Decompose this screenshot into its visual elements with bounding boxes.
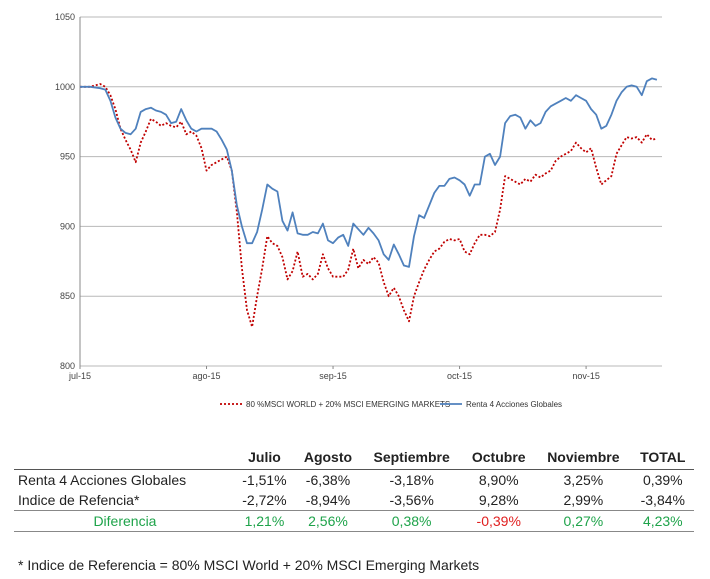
y-tick-label: 900 [60,221,75,231]
y-tick-label: 800 [60,361,75,371]
x-tick-label: oct-15 [447,371,472,381]
table-cell: 8,90% [478,472,519,488]
table-header-octubre: Octubre [462,446,536,470]
table-cell: 3,25% [563,472,604,488]
table-row-renta4: Renta 4 Acciones Globales -1,51% -6,38% … [14,470,694,491]
table-cell: -3,84% [640,492,685,508]
table-cell: 2,99% [563,492,604,508]
legend-label: 80 %MSCI WORLD + 20% MSCI EMERGING MARKE… [246,400,450,409]
diff-cell-negative: -0,39% [462,510,536,532]
x-tick-label: jul-15 [68,371,91,381]
y-tick-label: 1050 [55,12,75,22]
series-line-renta4 [80,77,658,268]
performance-table: Julio Agosto Septiembre Octubre Noviembr… [14,446,694,532]
table-cell: -8,94% [305,492,351,508]
table-header-noviembre: Noviembre [535,446,632,470]
table-cell: 0,39% [642,472,683,488]
chart-series [80,77,658,328]
table-cell: -2,72% [242,492,287,508]
chart-grid [80,16,662,367]
y-tick-label: 850 [60,291,75,301]
line-chart: 800 850 900 950 1000 1050 jul-15 ago-15 sep-15 o… [55,12,662,409]
chart-legend: 80 %MSCI WORLD + 20% MSCI EMERGING MARKE… [220,400,562,409]
table-header-julio: Julio [233,446,295,470]
y-axis: 800 850 900 950 1000 1050 [55,12,81,371]
row-label: Diferencia [14,510,234,532]
footnote: * Indice de Referencia = 80% MSCI World … [18,557,480,573]
series-line-benchmark [80,83,658,328]
table-cell: -1,51% [242,472,287,488]
table-header-total: TOTAL [631,446,694,470]
legend-label: Renta 4 Acciones Globales [466,400,562,409]
table-cell: -6,38% [305,472,351,488]
table-cell: -3,56% [389,492,434,508]
table-cell: 9,28% [478,492,519,508]
diff-cell: 1,21% [233,510,295,532]
x-axis: jul-15 ago-15 sep-15 oct-15 nov-15 [68,366,600,381]
diff-cell: 4,23% [631,510,694,532]
diff-cell: 0,38% [360,510,463,532]
y-tick-label: 1000 [55,82,75,92]
table-header-row: Julio Agosto Septiembre Octubre Noviembr… [14,446,694,470]
table-row-diferencia: Diferencia 1,21% 2,56% 0,38% -0,39% 0,27… [14,510,694,532]
table-cell: -3,18% [389,472,434,488]
table-row-indice: Indice de Refencia* -2,72% -8,94% -3,56%… [14,490,694,511]
table-header-septiembre: Septiembre [360,446,463,470]
y-tick-label: 950 [60,152,75,162]
x-tick-label: nov-15 [572,371,600,381]
x-tick-label: ago-15 [193,371,221,381]
diff-cell: 2,56% [294,510,361,532]
row-label: Indice de Refencia* [18,492,140,508]
diff-cell: 0,27% [535,510,632,532]
x-tick-label: sep-15 [319,371,347,381]
table-header-blank [14,446,234,470]
table-header-agosto: Agosto [294,446,361,470]
row-label: Renta 4 Acciones Globales [18,472,187,488]
